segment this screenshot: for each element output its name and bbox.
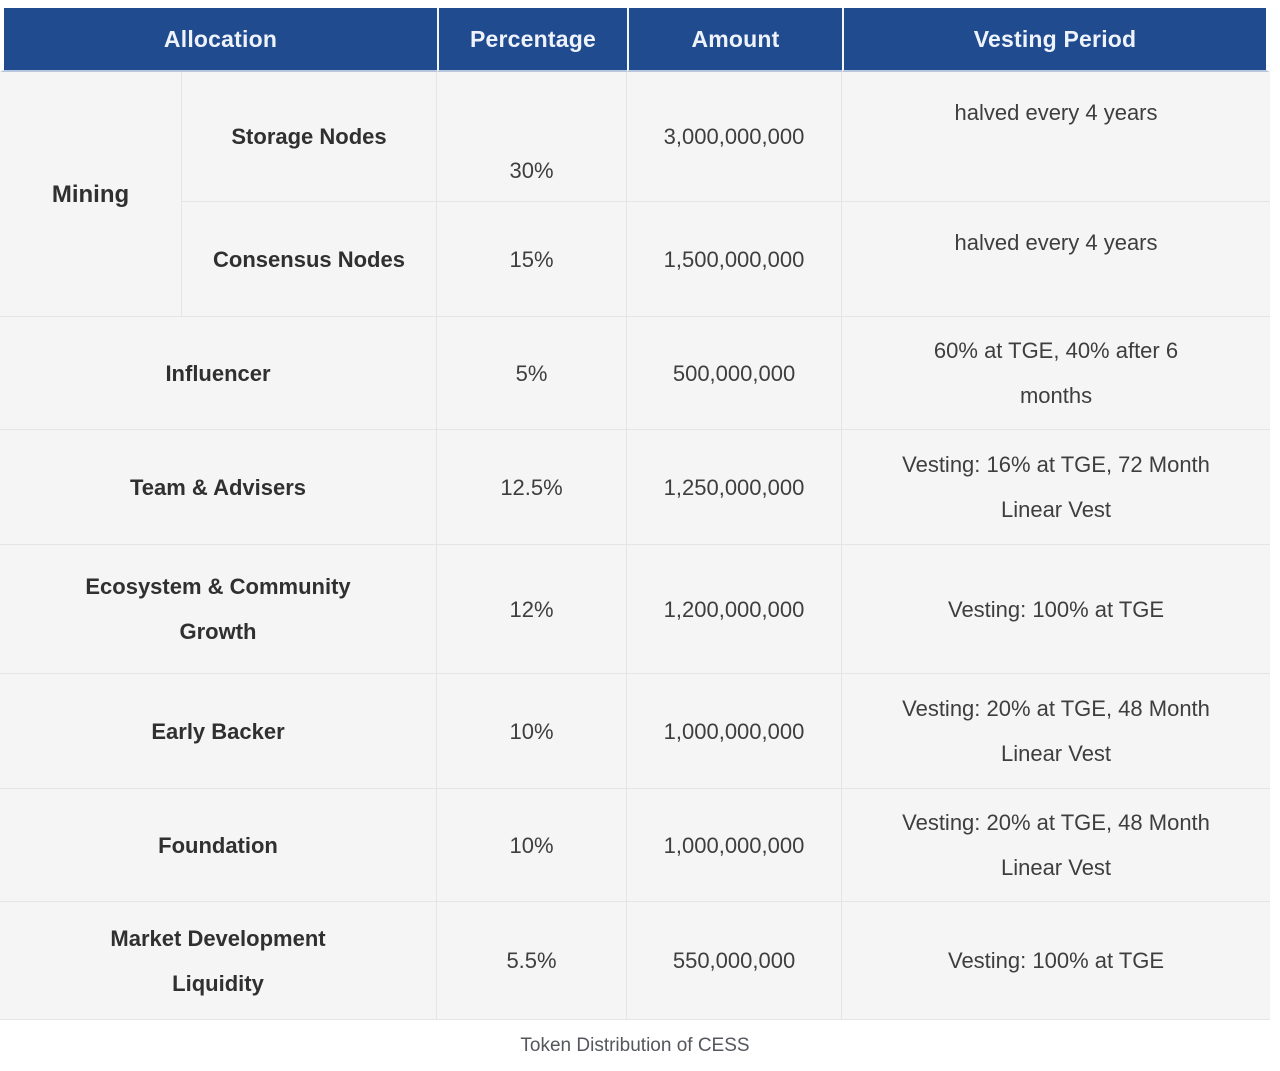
allocation-cell-team-advisers: Team & Advisers [0,430,438,545]
amount-cell: 1,250,000,000 [627,430,843,545]
allocation-cell-market-dev-liquidity: Market Development Liquidity [0,902,438,1020]
vesting-line: Vesting: 16% at TGE, 72 Month [902,452,1210,477]
percentage-cell: 5.5% [437,902,628,1020]
percentage-cell: 5% [437,317,628,430]
vesting-cell: Vesting: 100% at TGE [842,545,1271,674]
table-row-market-dev-liquidity: Market Development Liquidity 5.5% 550,00… [0,902,1271,1020]
vesting-line: months [1019,383,1093,408]
percentage-cell: 30% [437,72,628,202]
amount-cell: 550,000,000 [627,902,843,1020]
vesting-cell: Vesting: 16% at TGE, 72 Month Linear Ves… [842,430,1271,545]
label-line: Early Backer [151,718,285,744]
vesting-cell: 60% at TGE, 40% after 6 months [842,317,1271,430]
table-row-ecosystem: Ecosystem & Community Growth 12% 1,200,0… [0,545,1271,674]
allocation-cell-influencer: Influencer [0,317,438,430]
amount-cell: 1,000,000,000 [627,674,843,789]
amount-cell: 1,000,000,000 [627,789,843,902]
vesting-line: Vesting: 100% at TGE [947,596,1165,622]
label-line: Market Development [110,925,326,951]
percentage-cell: 10% [437,789,628,902]
vesting-cell: Vesting: 20% at TGE, 48 Month Linear Ves… [842,674,1271,789]
allocation-cell-foundation: Foundation [0,789,438,902]
vesting-line: 60% at TGE, 40% after 6 [933,338,1179,363]
label-line: Foundation [158,832,278,858]
allocation-cell-early-backer: Early Backer [0,674,438,789]
allocation-sub-storage-nodes: Storage Nodes [182,72,438,202]
table-row-mining-consensus: Consensus Nodes 15% 1,500,000,000 halved… [0,202,1271,317]
percentage-cell: 12.5% [437,430,628,545]
table-row-early-backer: Early Backer 10% 1,000,000,000 Vesting: … [0,674,1271,789]
table-row-foundation: Foundation 10% 1,000,000,000 Vesting: 20… [0,789,1271,902]
table-caption: Token Distribution of CESS [520,1035,750,1056]
vesting-cell: Vesting: 100% at TGE [842,902,1271,1020]
percentage-cell: 10% [437,674,628,789]
label-line: Ecosystem & Community [85,574,351,599]
allocation-group-mining: Mining [0,72,182,317]
table-row-influencer: Influencer 5% 500,000,000 60% at TGE, 40… [0,317,1271,430]
amount-cell: 1,200,000,000 [627,545,843,674]
column-header-percentage: Percentage [437,8,628,72]
table-row-team-advisers: Team & Advisers 12.5% 1,250,000,000 Vest… [0,430,1271,545]
label-line: Influencer [165,360,271,386]
vesting-cell: Vesting: 20% at TGE, 48 Month Linear Ves… [842,789,1271,902]
vesting-cell: halved every 4 years [842,202,1271,317]
vesting-line: Vesting: 20% at TGE, 48 Month [902,810,1210,835]
column-header-vesting-period: Vesting Period [842,8,1271,72]
vesting-line: halved every 4 years [954,230,1158,255]
header-row: Allocation Percentage Amount Vesting Per… [0,8,1271,72]
vesting-cell: halved every 4 years [842,72,1271,202]
token-distribution-table: Allocation Percentage Amount Vesting Per… [0,8,1271,1020]
vesting-line: Vesting: 20% at TGE, 48 Month [902,696,1210,721]
amount-cell: 500,000,000 [627,317,843,430]
column-header-amount: Amount [627,8,843,72]
column-header-allocation: Allocation [0,8,438,72]
amount-cell: 1,500,000,000 [627,202,843,317]
label-line: Growth [179,619,257,644]
percentage-cell: 15% [437,202,628,317]
vesting-line: Vesting: 100% at TGE [947,948,1165,973]
label-line: Team & Advisers [129,474,307,500]
amount-cell: 3,000,000,000 [627,72,843,202]
vesting-line: Linear Vest [1000,497,1112,522]
allocation-sub-consensus-nodes: Consensus Nodes [182,202,438,317]
allocation-cell-ecosystem: Ecosystem & Community Growth [0,545,438,674]
percentage-cell: 12% [437,545,628,674]
label-line: Liquidity [172,970,264,996]
vesting-line: Linear Vest [1000,855,1112,880]
vesting-line: halved every 4 years [954,100,1158,125]
vesting-line: Linear Vest [1000,741,1112,766]
table-row-mining-storage: Mining Storage Nodes 30% 3,000,000,000 h… [0,72,1271,317]
